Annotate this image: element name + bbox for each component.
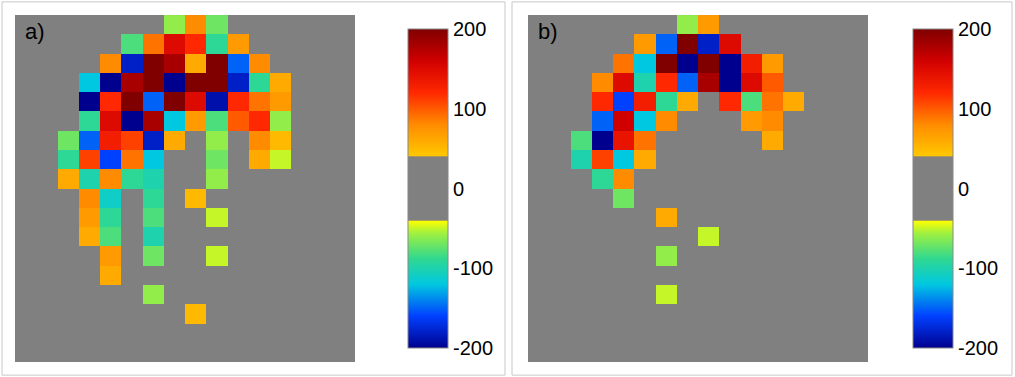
svg-text:200: 200 <box>453 18 486 40</box>
svg-text:200: 200 <box>958 18 991 40</box>
svg-text:a): a) <box>25 19 45 44</box>
svg-text:100: 100 <box>453 98 486 120</box>
svg-text:-100: -100 <box>453 257 493 279</box>
svg-text:b): b) <box>538 19 558 44</box>
svg-text:-100: -100 <box>958 257 998 279</box>
svg-text:100: 100 <box>958 98 991 120</box>
svg-text:-200: -200 <box>958 337 998 359</box>
svg-text:0: 0 <box>453 178 464 200</box>
svg-text:0: 0 <box>958 178 969 200</box>
svg-text:-200: -200 <box>453 337 493 359</box>
